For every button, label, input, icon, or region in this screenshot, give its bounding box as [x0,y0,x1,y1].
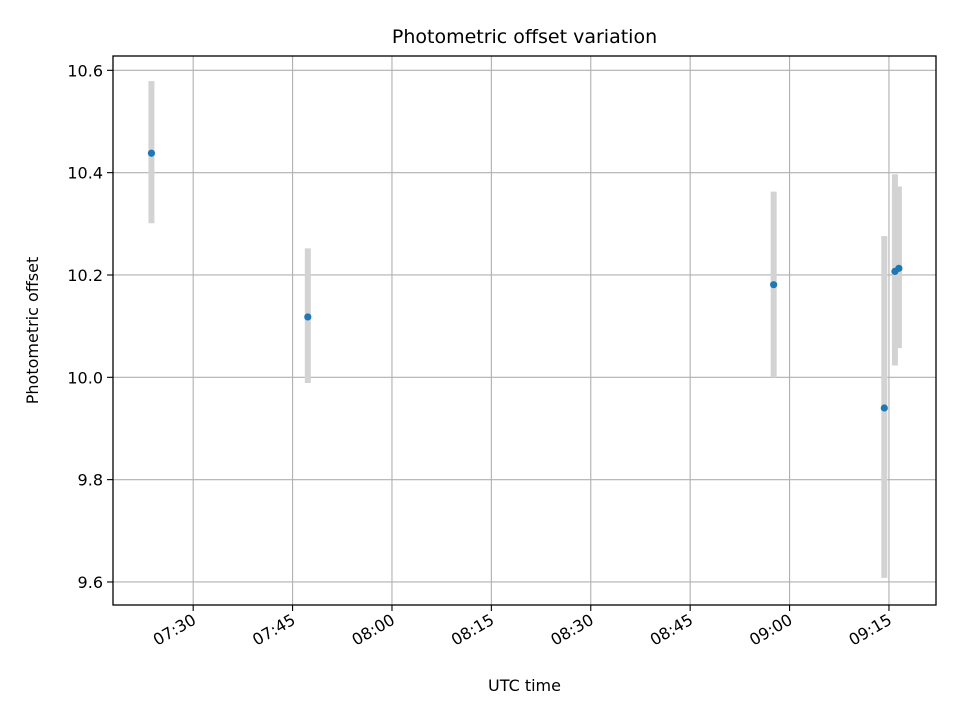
y-tick-label: 10.2 [67,266,103,285]
data-point [147,149,156,157]
x-axis-label: UTC time [488,676,561,695]
y-tick-label: 10.4 [67,164,103,183]
y-tick-label: 9.6 [78,573,103,592]
y-tick-label: 9.8 [78,471,103,490]
data-points [147,149,903,412]
data-point [895,264,903,272]
plot-frame [112,55,937,606]
grid [113,56,936,605]
data-point [880,404,888,412]
data-point [770,281,778,289]
y-axis-label: Photometric offset [23,257,42,405]
chart-title: Photometric offset variation [392,26,657,48]
data-point [304,313,312,321]
y-axis: 9.6 9.8 10.0 10.2 10.4 10.6 [67,61,113,592]
y-tick-label: 10.6 [67,61,103,80]
y-tick-label: 10.0 [67,368,103,387]
